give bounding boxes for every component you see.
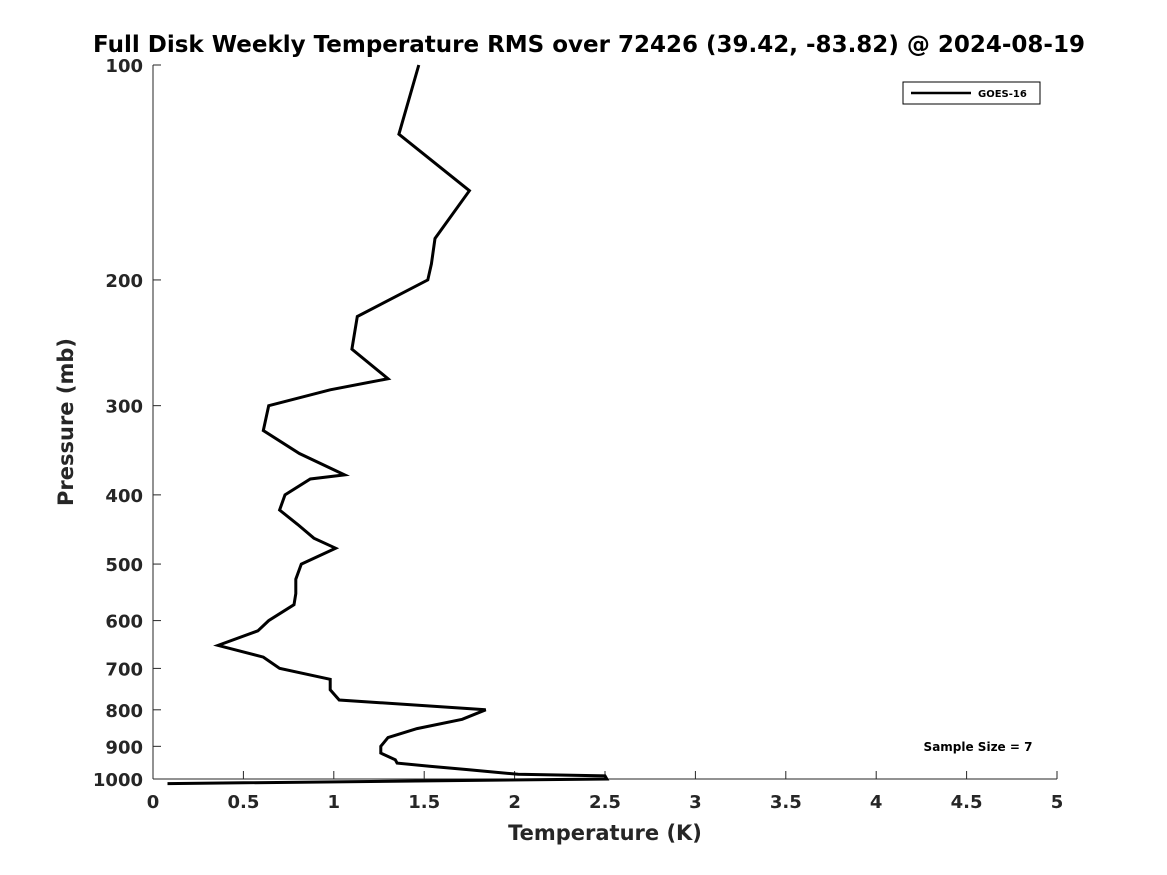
x-tick-label: 2 [508, 792, 521, 813]
y-ticks: 100 200 300 400 500 600 700 800 900 1000 [93, 56, 161, 791]
x-tick-label: 4.5 [951, 792, 983, 813]
y-tick-label: 700 [105, 659, 143, 680]
y-tick-label: 1000 [93, 770, 143, 791]
x-tick-label: 3 [689, 792, 702, 813]
sample-size-annotation: Sample Size = 7 [924, 740, 1033, 754]
y-tick-label: 800 [105, 701, 143, 722]
x-tick-label: 1 [328, 792, 341, 813]
series-line-0 [167, 64, 610, 786]
x-tick-label: 5 [1051, 792, 1064, 813]
x-tick-label: 4 [870, 792, 883, 813]
x-tick-label: 1.5 [408, 792, 440, 813]
y-tick-label: 900 [105, 737, 143, 758]
y-tick-label: 200 [105, 271, 143, 292]
x-tick-label: 2.5 [589, 792, 621, 813]
y-tick-label: 600 [105, 612, 143, 633]
x-axis-label: Temperature (K) [508, 821, 702, 845]
axes [152, 65, 1057, 780]
y-tick-label: 100 [105, 56, 143, 77]
legend: GOES-16 [902, 81, 1041, 105]
y-tick-label: 300 [105, 397, 143, 418]
legend-box [902, 81, 1041, 105]
x-ticks: 0 0.5 1 1.5 2 2.5 3 3.5 4 4.5 5 [147, 771, 1064, 813]
y-tick-label: 400 [105, 486, 143, 507]
legend-label: GOES-16 [978, 89, 1027, 100]
series-group [167, 64, 610, 786]
chart-title: Full Disk Weekly Temperature RMS over 72… [93, 32, 1085, 58]
y-tick-label: 500 [105, 555, 143, 576]
y-axis-label: Pressure (mb) [54, 338, 78, 506]
x-tick-label: 3.5 [770, 792, 802, 813]
x-tick-label: 0.5 [227, 792, 259, 813]
x-tick-label: 0 [147, 792, 160, 813]
